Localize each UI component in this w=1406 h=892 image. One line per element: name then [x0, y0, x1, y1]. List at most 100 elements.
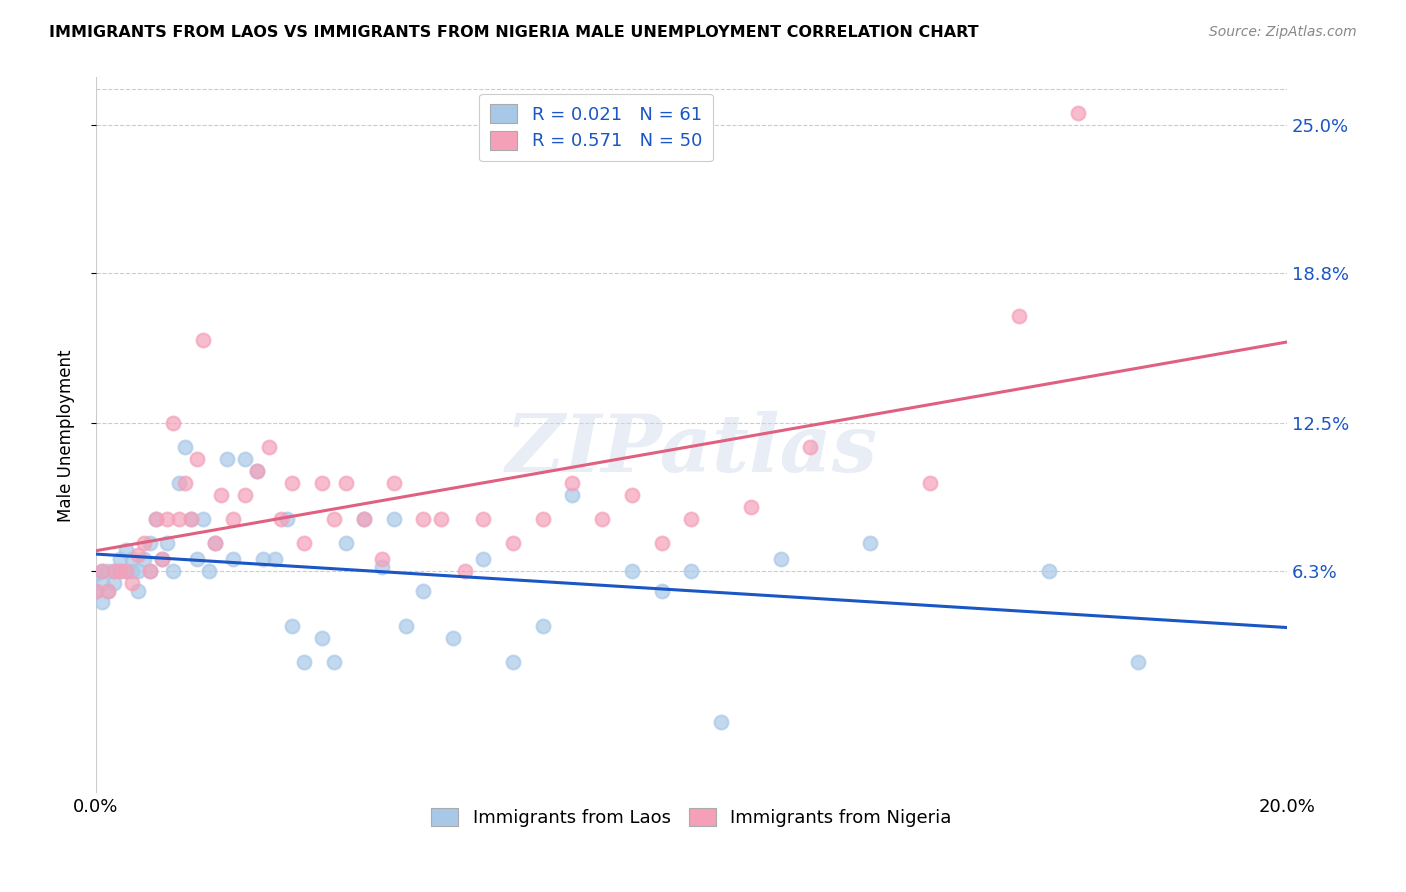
Point: [681, 565, 703, 579]
Point: [371, 552, 394, 566]
Point: [127, 565, 149, 579]
Point: [97, 583, 120, 598]
Point: [114, 565, 136, 579]
Point: [394, 619, 416, 633]
Point: [156, 512, 179, 526]
Point: [651, 583, 673, 598]
Point: [382, 476, 405, 491]
Point: [353, 512, 375, 526]
Point: [103, 565, 125, 579]
Point: [91, 576, 114, 591]
Point: [103, 576, 125, 591]
Point: [121, 565, 143, 579]
Point: [132, 552, 155, 566]
Point: [204, 535, 226, 549]
Point: [620, 565, 643, 579]
Point: [233, 452, 256, 467]
Point: [84, 566, 107, 581]
Point: [292, 655, 315, 669]
Point: [651, 535, 673, 549]
Point: [186, 552, 208, 566]
Point: [1067, 106, 1090, 120]
Point: [531, 619, 554, 633]
Point: [156, 535, 179, 549]
Point: [233, 488, 256, 502]
Point: [174, 440, 197, 454]
Point: [108, 565, 131, 579]
Point: [180, 512, 202, 526]
Point: [561, 476, 583, 491]
Point: [281, 619, 304, 633]
Point: [121, 576, 143, 591]
Point: [335, 535, 357, 549]
Point: [263, 552, 285, 566]
Point: [91, 565, 114, 579]
Point: [382, 512, 405, 526]
Point: [97, 583, 120, 598]
Point: [430, 512, 453, 526]
Point: [162, 417, 184, 431]
Point: [412, 583, 434, 598]
Point: [246, 464, 269, 478]
Point: [918, 476, 941, 491]
Point: [472, 512, 495, 526]
Point: [103, 565, 125, 579]
Point: [472, 552, 495, 566]
Point: [127, 583, 149, 598]
Point: [1126, 655, 1149, 669]
Point: [150, 552, 173, 566]
Point: [180, 512, 202, 526]
Point: [1038, 565, 1060, 579]
Point: [174, 476, 197, 491]
Point: [441, 632, 464, 646]
Point: [138, 535, 160, 549]
Point: [127, 548, 149, 562]
Point: [276, 512, 298, 526]
Point: [799, 440, 821, 454]
Text: ZIPatlas: ZIPatlas: [505, 411, 877, 489]
Point: [502, 535, 524, 549]
Point: [121, 552, 143, 566]
Point: [108, 565, 131, 579]
Point: [531, 512, 554, 526]
Point: [412, 512, 434, 526]
Point: [114, 565, 136, 579]
Point: [681, 512, 703, 526]
Point: [169, 512, 191, 526]
Point: [209, 488, 232, 502]
Point: [454, 565, 477, 579]
Point: [281, 476, 304, 491]
Point: [162, 565, 184, 579]
Point: [1008, 309, 1031, 323]
Point: [215, 452, 238, 467]
Point: [246, 464, 269, 478]
Point: [145, 512, 167, 526]
Point: [222, 512, 245, 526]
Point: [222, 552, 245, 566]
Point: [204, 535, 226, 549]
Point: [186, 452, 208, 467]
Point: [169, 476, 191, 491]
Point: [292, 535, 315, 549]
Text: IMMIGRANTS FROM LAOS VS IMMIGRANTS FROM NIGERIA MALE UNEMPLOYMENT CORRELATION CH: IMMIGRANTS FROM LAOS VS IMMIGRANTS FROM …: [49, 25, 979, 40]
Point: [84, 583, 107, 598]
Point: [591, 512, 613, 526]
Point: [91, 595, 114, 609]
Point: [323, 512, 346, 526]
Legend: Immigrants from Laos, Immigrants from Nigeria: Immigrants from Laos, Immigrants from Ni…: [423, 801, 959, 834]
Point: [311, 632, 333, 646]
Point: [859, 535, 882, 549]
Point: [561, 488, 583, 502]
Point: [323, 655, 346, 669]
Point: [193, 333, 215, 347]
Point: [502, 655, 524, 669]
Point: [97, 565, 120, 579]
Point: [138, 565, 160, 579]
Point: [108, 552, 131, 566]
Point: [114, 543, 136, 558]
Point: [311, 476, 333, 491]
Point: [198, 565, 221, 579]
Y-axis label: Male Unemployment: Male Unemployment: [58, 349, 75, 522]
Point: [335, 476, 357, 491]
Point: [132, 535, 155, 549]
